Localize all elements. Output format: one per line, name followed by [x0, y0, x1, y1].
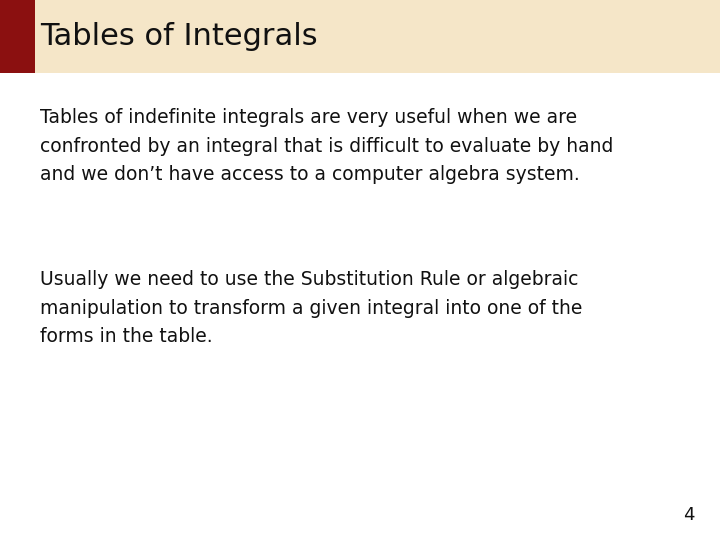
Bar [0, 0, 720, 73]
Text: Tables of indefinite integrals are very useful when we are
confronted by an inte: Tables of indefinite integrals are very … [40, 108, 613, 185]
Text: Usually we need to use the Substitution Rule or algebraic
manipulation to transf: Usually we need to use the Substitution … [40, 270, 582, 347]
Text: 4: 4 [683, 506, 695, 524]
Text: Tables of Integrals: Tables of Integrals [40, 22, 318, 51]
Bar [0, 0, 35, 73]
